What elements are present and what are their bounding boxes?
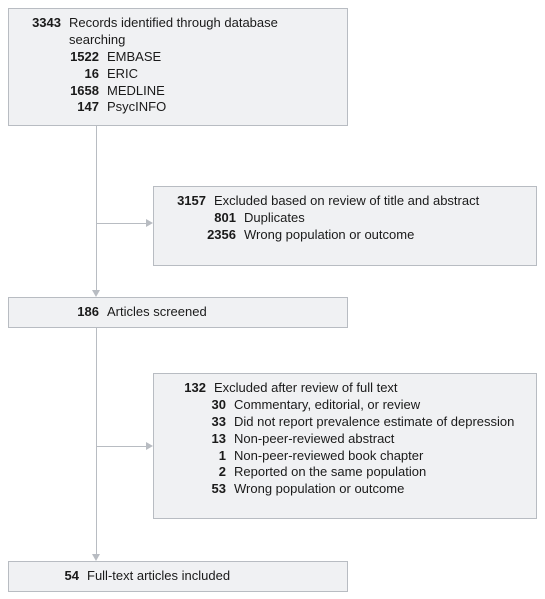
item-label: Duplicates [236, 210, 305, 227]
box5-head-label: Full-text articles included [79, 568, 230, 585]
arrowhead-right-1 [146, 219, 153, 227]
box2-head: 3157 Excluded based on review of title a… [164, 193, 526, 210]
item-label: EMBASE [99, 49, 161, 66]
list-item: 53Wrong population or outcome [184, 481, 526, 498]
arrow-down-1 [96, 126, 97, 291]
box-articles-screened: 186 Articles screened [8, 297, 348, 328]
item-label: Reported on the same population [226, 464, 426, 481]
item-count: 2 [184, 464, 226, 481]
box1-head: 3343 Records identified through database… [19, 15, 337, 49]
item-label: Wrong population or outcome [226, 481, 404, 498]
box2-head-label: Excluded based on review of title and ab… [206, 193, 479, 210]
arrow-right-2 [96, 446, 147, 447]
item-count: 2356 [194, 227, 236, 244]
arrow-right-1 [96, 223, 147, 224]
item-label: MEDLINE [99, 83, 165, 100]
item-count: 13 [184, 431, 226, 448]
arrowhead-down-2 [92, 554, 100, 561]
list-item: 30Commentary, editorial, or review [184, 397, 526, 414]
box3-head-num: 186 [19, 304, 99, 321]
item-label: PsycINFO [99, 99, 166, 116]
box1-head-num: 3343 [19, 15, 61, 32]
list-item: 13Non-peer-reviewed abstract [184, 431, 526, 448]
box3-head-label: Articles screened [99, 304, 207, 321]
list-item: 801Duplicates [194, 210, 526, 227]
item-count: 30 [184, 397, 226, 414]
box-full-text-included: 54 Full-text articles included [8, 561, 348, 592]
box1-head-label: Records identified through database sear… [61, 15, 337, 49]
item-label: Non-peer-reviewed book chapter [226, 448, 423, 465]
arrow-down-2 [96, 327, 97, 555]
list-item: 2Reported on the same population [184, 464, 526, 481]
item-count: 801 [194, 210, 236, 227]
item-count: 1658 [57, 83, 99, 100]
list-item: 1658MEDLINE [57, 83, 337, 100]
list-item: 1Non-peer-reviewed book chapter [184, 448, 526, 465]
box-excluded-title-abstract: 3157 Excluded based on review of title a… [153, 186, 537, 266]
list-item: 2356Wrong population or outcome [194, 227, 526, 244]
item-label: Did not report prevalence estimate of de… [226, 414, 514, 431]
list-item: 16ERIC [57, 66, 337, 83]
item-count: 1522 [57, 49, 99, 66]
prisma-flow-diagram: 3343 Records identified through database… [8, 8, 537, 591]
item-count: 53 [184, 481, 226, 498]
item-count: 16 [57, 66, 99, 83]
list-item: 33Did not report prevalence estimate of … [184, 414, 526, 431]
box5-head-num: 54 [19, 568, 79, 585]
item-count: 1 [184, 448, 226, 465]
box4-head-label: Excluded after review of full text [206, 380, 398, 397]
arrowhead-down-1 [92, 290, 100, 297]
item-count: 147 [57, 99, 99, 116]
arrowhead-right-2 [146, 442, 153, 450]
box3-head: 186 Articles screened [19, 304, 337, 321]
item-label: Non-peer-reviewed abstract [226, 431, 394, 448]
item-label: ERIC [99, 66, 138, 83]
list-item: 1522EMBASE [57, 49, 337, 66]
item-label: Commentary, editorial, or review [226, 397, 420, 414]
box4-head: 132 Excluded after review of full text [164, 380, 526, 397]
list-item: 147PsycINFO [57, 99, 337, 116]
box-records-identified: 3343 Records identified through database… [8, 8, 348, 126]
box4-head-num: 132 [164, 380, 206, 397]
box-excluded-full-text: 132 Excluded after review of full text 3… [153, 373, 537, 519]
item-label: Wrong population or outcome [236, 227, 414, 244]
box2-head-num: 3157 [164, 193, 206, 210]
item-count: 33 [184, 414, 226, 431]
box5-head: 54 Full-text articles included [19, 568, 337, 585]
